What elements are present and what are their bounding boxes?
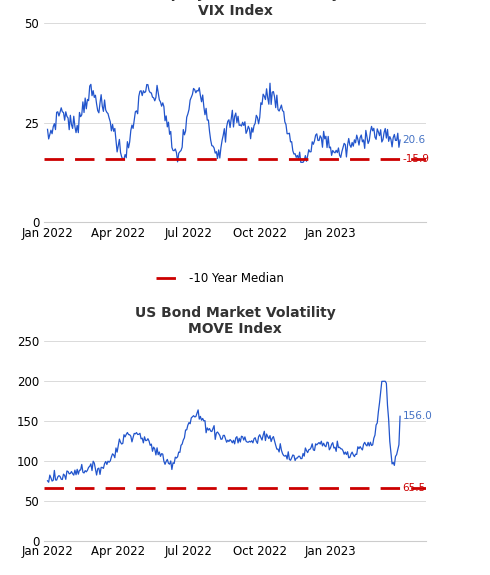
- Text: 156.0: 156.0: [402, 411, 432, 421]
- Text: 20.6: 20.6: [402, 135, 425, 145]
- Text: 65.5: 65.5: [402, 484, 426, 493]
- Text: -15.9: -15.9: [402, 154, 429, 164]
- Title: US Bond Market Volatility
MOVE Index: US Bond Market Volatility MOVE Index: [135, 306, 336, 336]
- Legend: -10 Year Median: -10 Year Median: [151, 268, 289, 290]
- Title: US Equity Market Volatility
VIX Index: US Equity Market Volatility VIX Index: [130, 0, 341, 18]
